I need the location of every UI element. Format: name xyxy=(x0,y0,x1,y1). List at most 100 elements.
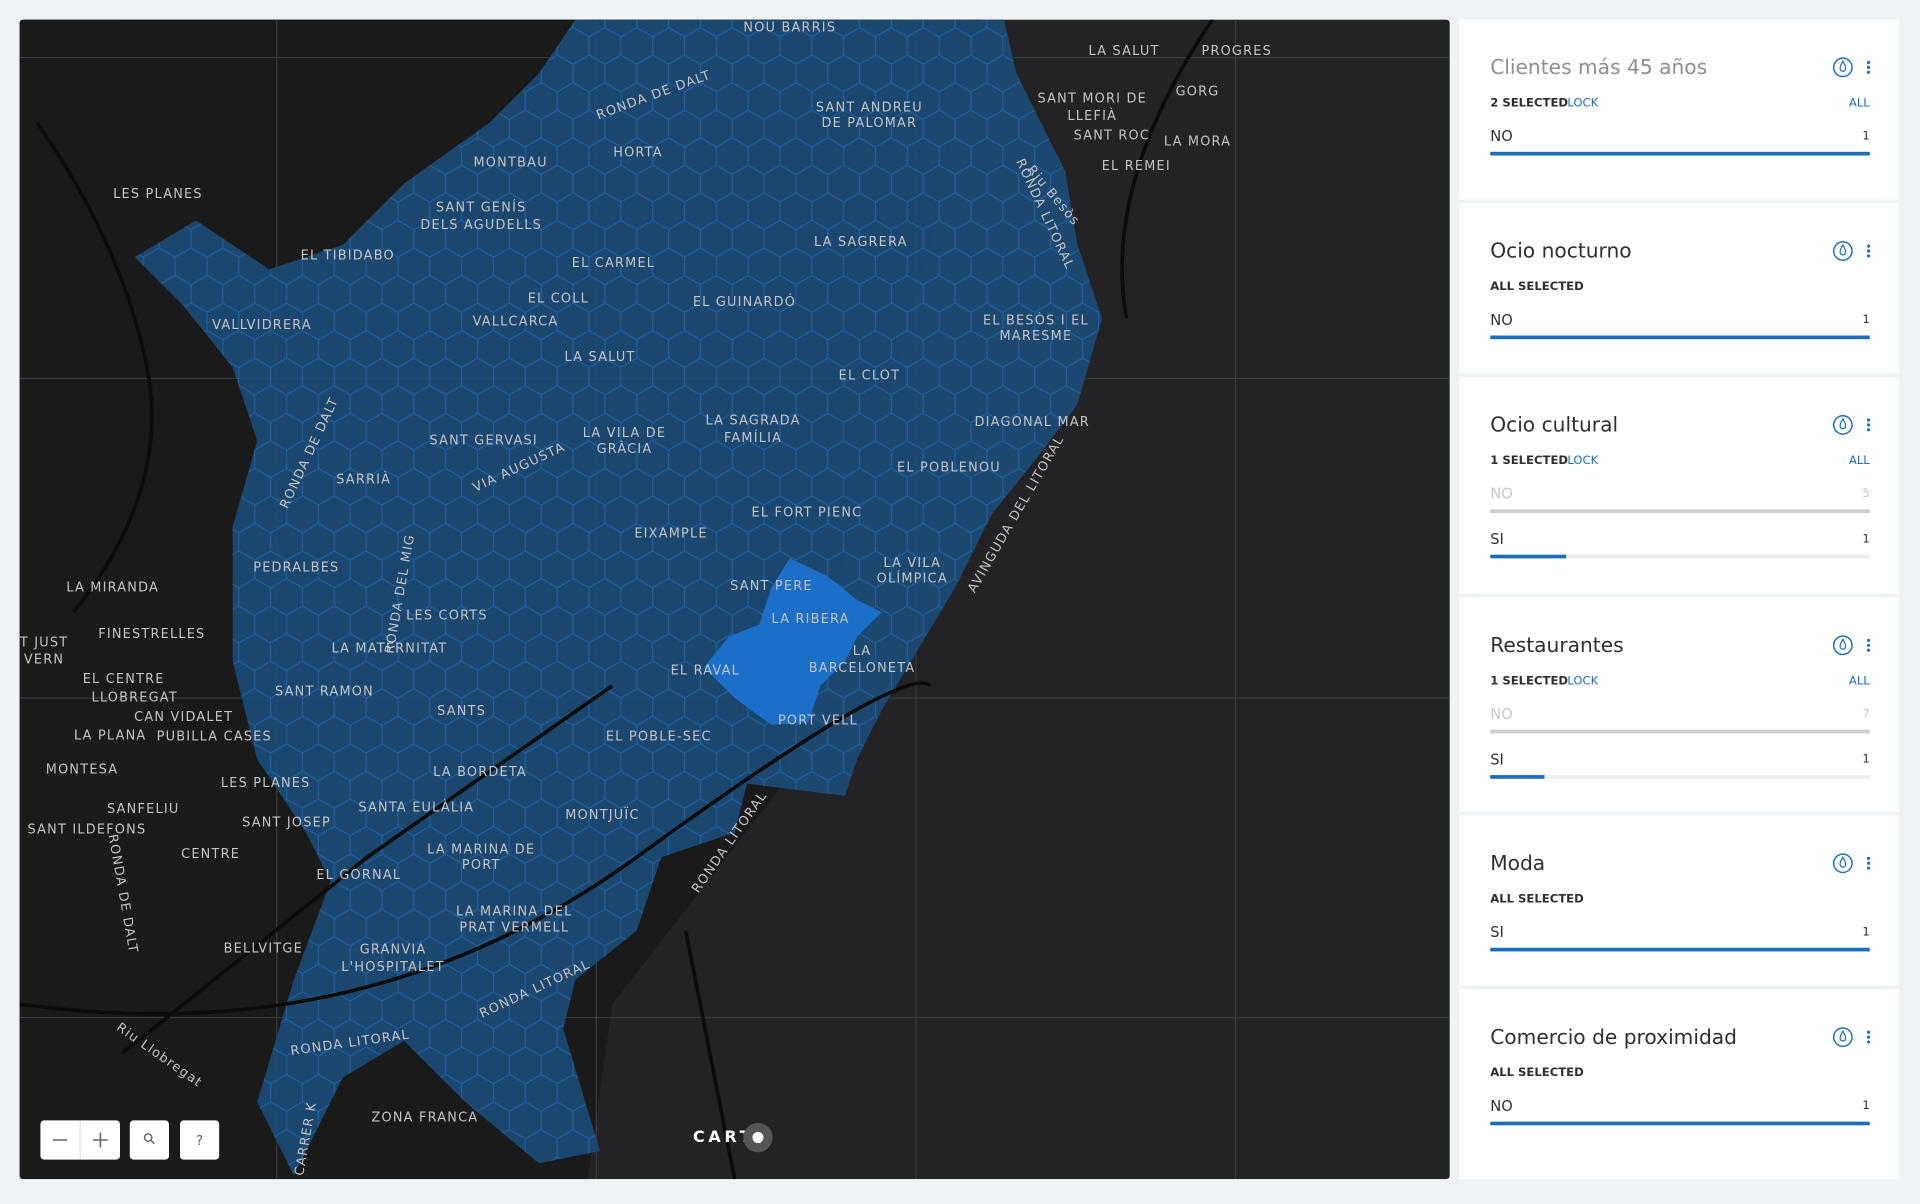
category-count: 1 xyxy=(1862,924,1869,938)
category-label[interactable]: NO xyxy=(1490,1098,1513,1115)
category-bar[interactable] xyxy=(1490,554,1567,559)
options-dot[interactable] xyxy=(1866,428,1871,432)
highlight-area xyxy=(704,558,882,725)
map-label: LA VILA DE xyxy=(583,426,666,441)
widget-status: 1 SELECTED xyxy=(1490,673,1568,687)
widget-status: ALL SELECTED xyxy=(1490,1065,1584,1079)
category-label[interactable]: NO xyxy=(1490,486,1513,503)
category-bar[interactable] xyxy=(1490,509,1870,514)
map-label: MONTESA xyxy=(46,763,119,778)
map-label: LLEFIÀ xyxy=(1067,108,1117,124)
options-dot[interactable] xyxy=(1866,65,1871,69)
color-icon[interactable] xyxy=(1832,635,1853,656)
map-label: GRÀCIA xyxy=(597,441,653,457)
map-label: LES PLANES xyxy=(221,776,311,791)
map-label: LA SAGRADA xyxy=(706,414,801,429)
map-label: OLÍMPICA xyxy=(877,571,948,587)
lock-button[interactable]: LOCK xyxy=(1567,673,1598,687)
category-bar[interactable] xyxy=(1490,729,1870,734)
options-dot[interactable] xyxy=(1866,861,1871,865)
category-label[interactable]: SI xyxy=(1490,531,1504,548)
map-label: LES CORTS xyxy=(406,608,488,623)
map-label: EL GORNAL xyxy=(316,868,401,883)
category-bar[interactable] xyxy=(1490,1121,1870,1126)
options-dot[interactable] xyxy=(1866,638,1871,642)
map-label: DELS AGUDELLS xyxy=(420,218,542,233)
widget: Moda ALL SELECTED SI 1 xyxy=(1459,815,1900,986)
options-dot[interactable] xyxy=(1866,866,1871,870)
all-button[interactable]: ALL xyxy=(1849,673,1870,687)
options-dot[interactable] xyxy=(1866,648,1871,652)
map-label: GORG xyxy=(1176,84,1220,99)
color-icon[interactable] xyxy=(1832,853,1853,874)
map-label: LA PLANA xyxy=(74,728,147,743)
options-dot[interactable] xyxy=(1866,1030,1871,1034)
all-button[interactable]: ALL xyxy=(1849,95,1870,109)
map-label: PUBILLA CASES xyxy=(157,730,272,745)
map-label: SANT RAMON xyxy=(275,684,374,699)
help-button[interactable] xyxy=(180,1120,220,1160)
options-dot[interactable] xyxy=(1866,244,1871,248)
map-label: SANT JOSEP xyxy=(242,815,331,830)
widget-panel xyxy=(1459,815,1900,986)
map-label: DIAGONAL MAR xyxy=(975,415,1090,430)
map-label: LES PLANES xyxy=(113,187,203,202)
map-label: EL COLL xyxy=(528,291,589,306)
bar-track xyxy=(1490,554,1870,559)
map-label: SANT PERE xyxy=(730,579,813,594)
options-dot[interactable] xyxy=(1866,249,1871,253)
color-icon[interactable] xyxy=(1832,241,1853,261)
map-label: EIXAMPLE xyxy=(634,526,707,541)
roads xyxy=(19,19,1214,1180)
map-label: LLOBREGAT xyxy=(91,690,177,705)
color-icon[interactable] xyxy=(1832,1027,1853,1048)
widget: Ocio cultural 1 SELECTED LOCK ALL NO 5 SI 1 xyxy=(1459,377,1900,594)
map-label: EL FORT PIENC xyxy=(751,506,862,521)
category-count: 1 xyxy=(1862,752,1869,766)
options-dot[interactable] xyxy=(1866,423,1871,427)
all-button[interactable]: ALL xyxy=(1849,453,1870,467)
map-label: CAN VIDALET xyxy=(134,710,233,725)
category-bar[interactable] xyxy=(1490,151,1870,156)
widget-panel xyxy=(1459,203,1900,374)
options-dot[interactable] xyxy=(1866,60,1871,65)
category-count: 1 xyxy=(1862,531,1869,545)
map-label: PROGRES xyxy=(1201,44,1271,59)
map-controls: ? CART xyxy=(40,1120,773,1160)
help-label[interactable]: ? xyxy=(196,1134,203,1149)
map-label: T JUST xyxy=(19,635,68,650)
lock-button[interactable]: LOCK xyxy=(1567,95,1598,109)
color-icon[interactable] xyxy=(1832,57,1853,78)
options-dot[interactable] xyxy=(1866,643,1871,647)
options-dot[interactable] xyxy=(1866,70,1871,74)
widget-title: Ocio nocturno xyxy=(1490,239,1631,263)
zoom-in-icon[interactable] xyxy=(93,1132,108,1148)
category-bar[interactable] xyxy=(1490,775,1545,779)
bar-track xyxy=(1490,775,1870,779)
map-label: PEDRALBES xyxy=(253,561,339,576)
category-label[interactable]: NO xyxy=(1490,706,1513,723)
category-bar[interactable] xyxy=(1490,947,1870,952)
options-dot[interactable] xyxy=(1866,856,1871,860)
widget: Comercio de proximidad ALL SELECTED NO 1 xyxy=(1459,989,1900,1180)
map[interactable]: NOU BARRIS LA SALUT PROGRES GORG SANT MORI D… xyxy=(19,19,1450,1180)
options-dot[interactable] xyxy=(1866,1035,1871,1039)
search-button[interactable] xyxy=(129,1120,169,1160)
category-bar[interactable] xyxy=(1490,335,1870,340)
options-dot[interactable] xyxy=(1866,1040,1871,1044)
lock-button[interactable]: LOCK xyxy=(1567,453,1598,467)
options-dot[interactable] xyxy=(1866,418,1871,422)
category-label[interactable]: NO xyxy=(1490,312,1513,329)
map-label: EL POBLENOU xyxy=(897,460,1001,475)
map-label: HORTA xyxy=(613,146,663,161)
color-icon[interactable] xyxy=(1832,414,1853,435)
map-label: LA RIBERA xyxy=(772,612,850,627)
map-label: BELLVITGE xyxy=(224,941,303,956)
category-count: 1 xyxy=(1862,1098,1869,1112)
widget-status: ALL SELECTED xyxy=(1490,279,1584,293)
color-icon-drop xyxy=(1839,243,1847,256)
category-label[interactable]: NO xyxy=(1490,128,1513,145)
category-label[interactable]: SI xyxy=(1490,924,1504,941)
category-label[interactable]: SI xyxy=(1490,751,1504,768)
options-dot[interactable] xyxy=(1866,254,1871,258)
